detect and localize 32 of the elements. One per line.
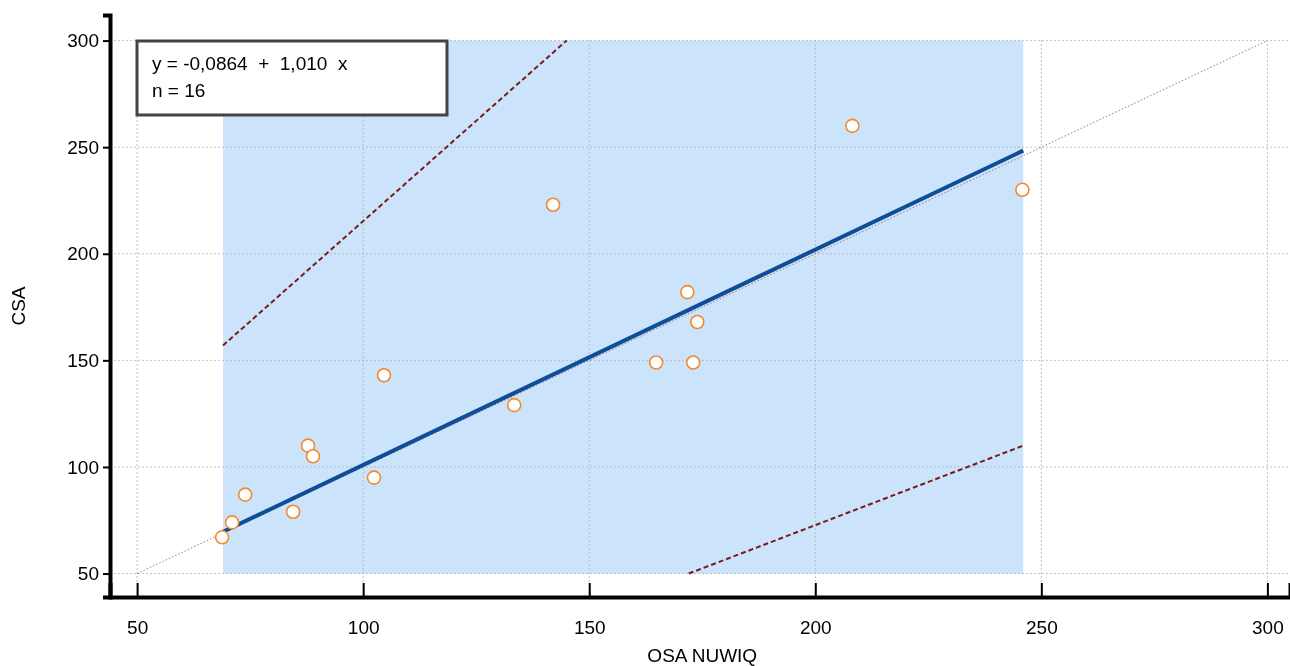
x-tick-label: 50 — [127, 617, 149, 639]
y-tick-label: 250 — [67, 136, 99, 158]
point — [685, 355, 701, 370]
point — [680, 284, 695, 300]
point — [506, 397, 522, 413]
point — [305, 449, 321, 464]
point — [845, 118, 860, 134]
y-tick-label: 200 — [67, 243, 99, 265]
point — [237, 487, 253, 502]
point — [285, 504, 301, 520]
x-tick-label: 300 — [1252, 617, 1284, 639]
point — [376, 367, 392, 383]
point — [545, 197, 561, 213]
y-tick-label: 300 — [67, 30, 99, 52]
point — [648, 355, 664, 370]
y-tick-label: 150 — [67, 349, 99, 371]
y-tick-label: 100 — [67, 456, 99, 478]
x-tick-label: 100 — [347, 617, 380, 639]
point — [300, 438, 316, 453]
x-axis-title: OSA NUWIQ — [647, 645, 758, 666]
annotation: n = 16 — [152, 80, 206, 101]
point — [214, 530, 230, 545]
y-tick-label: 50 — [77, 563, 99, 585]
annotation: y = -0,0864 + 1,010 x — [152, 53, 348, 74]
x-tick-label: 250 — [1025, 617, 1058, 639]
point — [224, 515, 240, 530]
point — [366, 470, 382, 485]
x-tick-label: 150 — [573, 617, 606, 639]
point — [1015, 182, 1030, 198]
y-axis-title: CSA — [8, 286, 29, 326]
point — [689, 314, 705, 330]
x-tick-label: 200 — [799, 617, 832, 639]
